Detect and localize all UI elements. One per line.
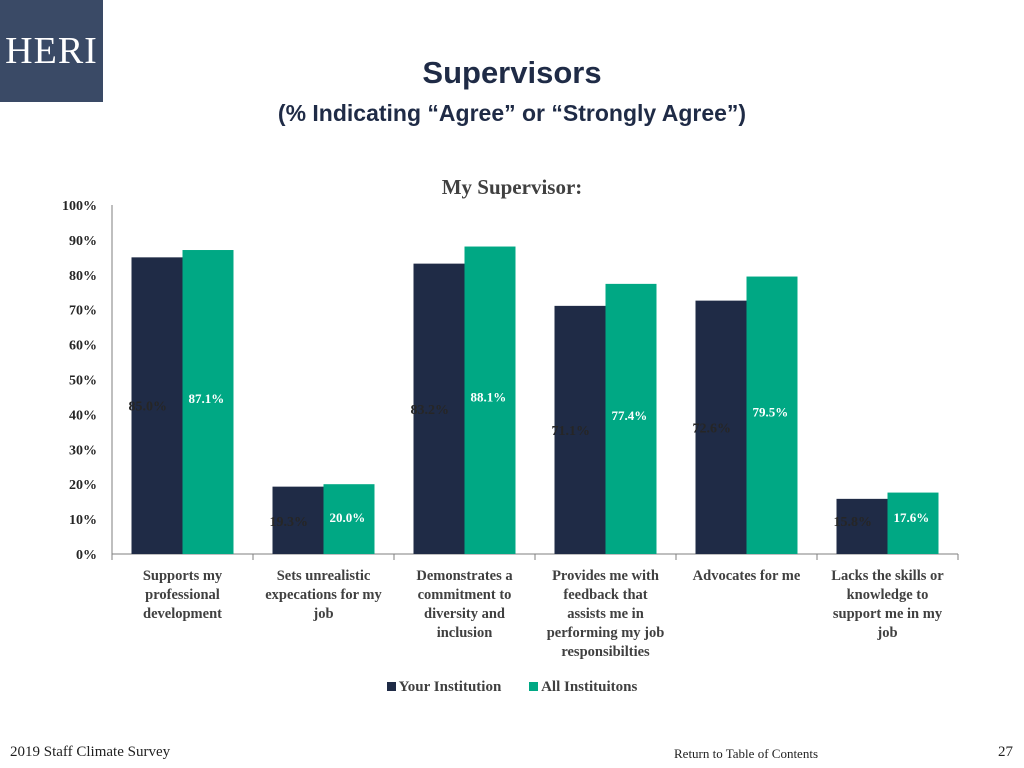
x-category-label: Supports my [143, 568, 223, 584]
data-label-all-institutions: 77.4% [612, 408, 648, 423]
bar-your-institution [554, 305, 606, 554]
return-to-toc-link[interactable]: Return to Table of Contents [674, 746, 818, 761]
y-tick-label: 70% [69, 304, 97, 319]
x-category-label: Lacks the skills or [831, 568, 944, 584]
data-label-all-institutions: 79.5% [753, 404, 789, 419]
x-category-label: responsibilties [561, 644, 650, 660]
x-category-label: Advocates for me [693, 568, 801, 584]
page-number: 27 [998, 744, 1013, 760]
bar-all-institutions [464, 246, 516, 554]
data-label-all-institutions: 88.1% [471, 389, 507, 404]
slide-title: Supervisors [422, 55, 602, 90]
bar-chart: 0% 10% 20% 30% 40% 50% 60% 70% 80% 90% 100% 85.0% 87… [62, 199, 959, 660]
data-label-your-institution: 72.6% [693, 421, 732, 436]
slide-subtitle: (% Indicating “Agree” or “Strongly Agree… [277, 100, 747, 126]
heri-logo: HERI [0, 0, 103, 102]
footer-survey-name: 2019 Staff Climate Survey [10, 744, 171, 760]
bar-your-institution [836, 498, 888, 554]
x-category-label: expecations for my [265, 587, 382, 603]
logo-text: HERI [5, 30, 98, 72]
x-category-label: job [312, 606, 333, 622]
data-label-your-institution: 19.3% [270, 515, 309, 530]
data-label-your-institution: 85.0% [129, 400, 168, 415]
bar-all-institutions [323, 484, 375, 554]
legend-label-all-institutions: All Instituitons [541, 679, 638, 695]
x-category-label: professional [145, 587, 220, 603]
chart-legend: Your Institution All Instituitons [0, 679, 1024, 696]
bar-your-institution [413, 263, 465, 554]
x-category-label: knowledge to [847, 587, 929, 603]
y-tick-label: 80% [69, 269, 97, 284]
legend-swatch-all-institutions [529, 682, 539, 691]
y-tick-label: 50% [69, 374, 97, 389]
bar-all-institutions [746, 276, 798, 554]
bar-all-institutions [605, 283, 657, 554]
y-tick-label: 20% [69, 478, 97, 493]
y-tick-label: 30% [69, 443, 97, 458]
legend-label-your-institution: Your Institution [398, 679, 502, 695]
x-category-label: development [143, 606, 222, 622]
chart-title: My Supervisor: [441, 175, 583, 199]
x-category-label: feedback that [563, 587, 647, 603]
y-tick-label: 10% [69, 513, 97, 528]
x-category-label: Provides me with [552, 568, 659, 584]
x-category-label: performing my job [547, 625, 665, 641]
x-category-label: job [876, 625, 897, 641]
x-category-label: Sets unrealistic [277, 568, 371, 584]
data-label-your-institution: 83.2% [411, 403, 450, 418]
data-label-your-institution: 15.8% [834, 515, 873, 530]
bar-all-institutions [887, 492, 939, 554]
bar-your-institution [131, 257, 183, 554]
x-category-label: assists me in [567, 606, 644, 622]
x-category-label: inclusion [437, 625, 493, 641]
data-label-all-institutions: 87.1% [189, 391, 225, 406]
data-label-all-institutions: 17.6% [894, 510, 930, 525]
y-tick-label: 0% [76, 548, 97, 563]
x-category-label: Demonstrates a [416, 568, 513, 584]
x-category-label: commitment to [418, 587, 512, 603]
y-tick-label: 60% [69, 339, 97, 354]
data-label-all-institutions: 20.0% [330, 510, 366, 525]
y-tick-label: 90% [69, 234, 97, 249]
y-tick-label: 40% [69, 408, 97, 423]
x-category-label: diversity and [424, 606, 505, 622]
legend-item-all-institutions: All Instituitons [529, 679, 637, 696]
legend-swatch-your-institution [386, 682, 396, 691]
y-tick-label: 100% [62, 199, 97, 214]
bar-your-institution [695, 300, 747, 554]
bar-all-institutions [182, 250, 234, 554]
bar-your-institution [272, 486, 324, 554]
legend-item-your-institution: Your Institution [386, 679, 502, 696]
x-category-label: support me in my [833, 606, 943, 622]
data-label-your-institution: 71.1% [552, 424, 591, 439]
